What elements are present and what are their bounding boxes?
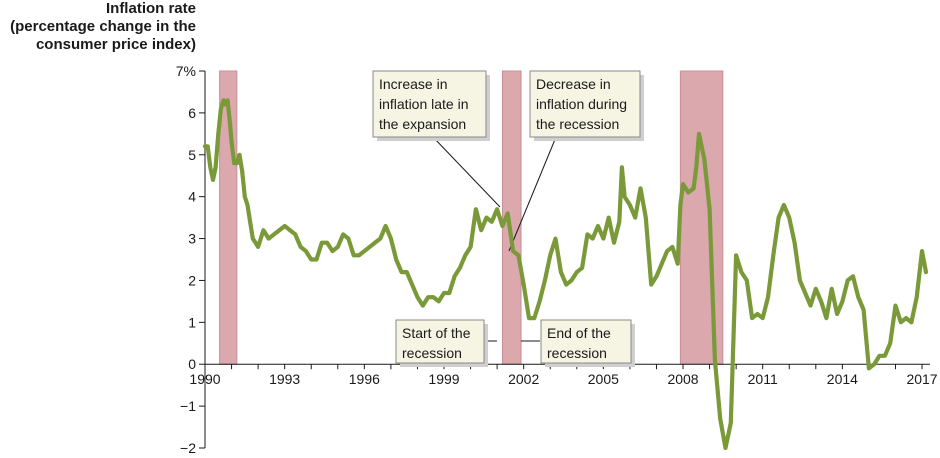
x-tick-label: 2017 xyxy=(906,371,937,387)
annotation-start-recession-box xyxy=(395,319,485,364)
y-tick-label: 0 xyxy=(188,356,196,372)
annotation-increase-inflation-text: Increase in xyxy=(379,76,447,92)
annotation-start-recession-text: Start of the xyxy=(402,325,471,341)
annotation-increase-inflation-text: the expansion xyxy=(379,116,466,132)
annotation-end-recession-text: End of the xyxy=(547,325,611,341)
y-tick-label: 2 xyxy=(188,272,196,288)
y-axis-title-line-2: (percentage change in the xyxy=(10,18,196,35)
leader-line-increase xyxy=(432,136,501,208)
x-tick-label: 1999 xyxy=(428,371,459,387)
annotation-increase-inflation-text: inflation late in xyxy=(379,96,469,112)
x-tick-label: 1993 xyxy=(269,371,300,387)
annotation-decrease-inflation-text: Decrease in xyxy=(536,76,611,92)
y-tick-label: 5 xyxy=(188,147,196,163)
y-axis-title-line-3: consumer price index) xyxy=(35,36,196,53)
x-tick-label: 2005 xyxy=(588,371,619,387)
x-tick-label: 2011 xyxy=(748,371,778,387)
y-tick-label: −2 xyxy=(180,440,196,456)
y-tick-label: 1 xyxy=(188,314,196,330)
annotation-end-recession-text: recession xyxy=(547,345,607,361)
y-tick-label: 6 xyxy=(188,105,196,121)
inflation-series-line xyxy=(202,98,929,451)
y-axis-title-line-1: Inflation rate xyxy=(105,0,196,17)
annotation-start-recession-text: recession xyxy=(402,345,462,361)
annotation-increase-inflation-box xyxy=(372,70,487,138)
y-axis-title: Inflation rate (percentage change in the… xyxy=(0,0,196,54)
y-tick-label: 3 xyxy=(188,231,196,247)
x-tick-label: 2014 xyxy=(827,371,858,387)
recession-band-3 xyxy=(679,70,724,365)
annotation-decrease-inflation-box xyxy=(529,70,641,138)
y-tick-label: 4 xyxy=(188,189,196,205)
annotation-decrease-inflation-text: inflation during xyxy=(536,96,627,112)
x-tick-label: 1996 xyxy=(349,371,380,387)
y-tick-label: −1 xyxy=(180,398,196,414)
annotation-end-recession-box xyxy=(540,319,632,364)
annotation-decrease-inflation-text: the recession xyxy=(536,116,619,132)
x-tick-label: 1990 xyxy=(189,371,220,387)
y-tick-label: 7% xyxy=(176,63,196,79)
leader-line-decrease xyxy=(508,136,557,252)
x-tick-label: 2008 xyxy=(667,371,698,387)
x-tick-label: 2002 xyxy=(508,371,539,387)
